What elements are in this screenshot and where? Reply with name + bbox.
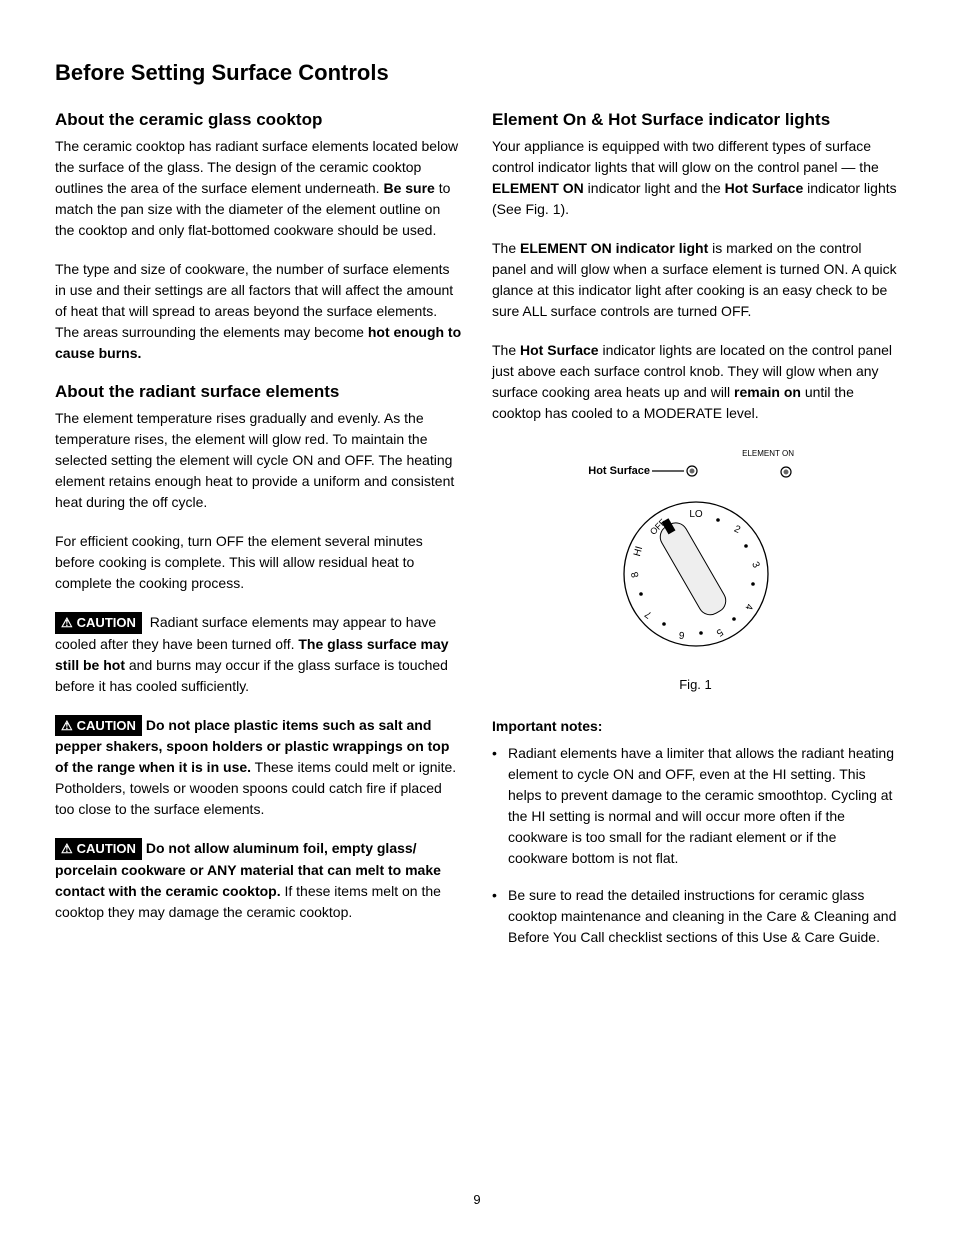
dial-label: LO <box>689 509 703 520</box>
text: The <box>492 342 520 358</box>
dial-tick <box>716 518 720 522</box>
figure-1: ELEMENT ON Hot Surface <box>492 444 899 692</box>
text: indicator light and the <box>584 180 725 196</box>
figure-caption: Fig. 1 <box>492 677 899 692</box>
para-ceramic-2: The type and size of cookware, the numbe… <box>55 259 462 364</box>
text-bold: ELEMENT ON indicator light <box>520 240 708 256</box>
dial-tick <box>751 582 755 586</box>
heading-indicator-lights: Element On & Hot Surface indicator light… <box>492 110 899 130</box>
para-indicator-1: Your appliance is equipped with two diff… <box>492 136 899 220</box>
dial-figure-svg: ELEMENT ON Hot Surface <box>566 444 826 664</box>
dial-tick <box>639 592 643 596</box>
important-notes-list: Radiant elements have a limiter that all… <box>492 743 899 948</box>
heading-ceramic-glass: About the ceramic glass cooktop <box>55 110 462 130</box>
note-item: Radiant elements have a limiter that all… <box>492 743 899 869</box>
note-item: Be sure to read the detailed instruction… <box>492 885 899 948</box>
dial-tick <box>699 631 703 635</box>
text-bold: Hot Surface <box>725 180 804 196</box>
hot-surface-led-inner <box>689 469 694 474</box>
dial-tick <box>744 544 748 548</box>
text-bold: ELEMENT ON <box>492 180 584 196</box>
hot-surface-label: Hot Surface <box>588 465 650 477</box>
text-bold: remain on <box>734 384 801 400</box>
dial-tick <box>662 622 666 626</box>
para-ceramic-1: The ceramic cooktop has radiant surface … <box>55 136 462 241</box>
text-bold: Hot Surface <box>520 342 599 358</box>
page-title: Before Setting Surface Controls <box>55 60 899 86</box>
element-on-label: ELEMENT ON <box>742 449 794 458</box>
content-columns: About the ceramic glass cooktop The cera… <box>55 110 899 964</box>
heading-radiant-elements: About the radiant surface elements <box>55 382 462 402</box>
caution-badge: CAUTION <box>55 838 142 860</box>
caution-3: CAUTIONDo not allow aluminum foil, empty… <box>55 838 462 923</box>
text: The <box>492 240 520 256</box>
caution-2: CAUTIONDo not place plastic items such a… <box>55 715 462 821</box>
left-column: About the ceramic glass cooktop The cera… <box>55 110 462 964</box>
dial-tick <box>732 617 736 621</box>
element-on-led-inner <box>783 470 788 475</box>
para-radiant-1: The element temperature rises gradually … <box>55 408 462 513</box>
notes-heading: Important notes: <box>492 716 899 737</box>
caution-1: CAUTION Radiant surface elements may app… <box>55 612 462 697</box>
caution-badge: CAUTION <box>55 612 142 634</box>
caution-badge: CAUTION <box>55 715 142 737</box>
para-indicator-3: The Hot Surface indicator lights are loc… <box>492 340 899 424</box>
para-radiant-2: For efficient cooking, turn OFF the elem… <box>55 531 462 594</box>
right-column: Element On & Hot Surface indicator light… <box>492 110 899 964</box>
para-indicator-2: The ELEMENT ON indicator light is marked… <box>492 238 899 322</box>
text-bold: Be sure <box>383 180 434 196</box>
text: Your appliance is equipped with two diff… <box>492 138 879 175</box>
page-number: 9 <box>0 1192 954 1207</box>
